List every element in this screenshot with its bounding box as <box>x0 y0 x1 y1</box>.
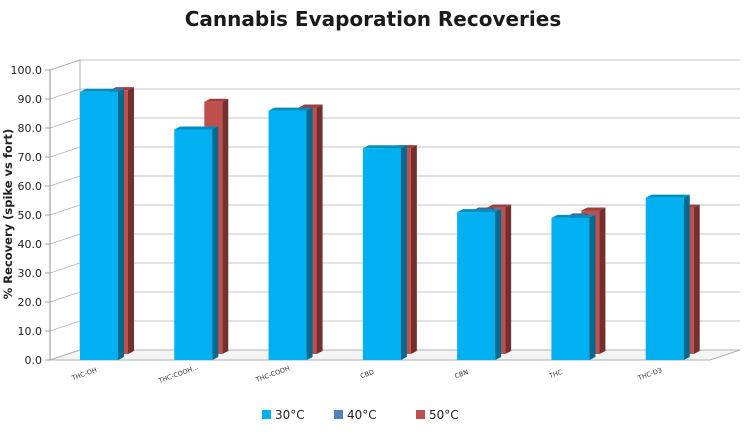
y-axis-ticks: 0.0 10.0 20.0 30.0 40.0 50.0 60.0 70.0 80.0 90.0 1… <box>11 64 43 367</box>
y-tick-label: 20.0 <box>18 296 43 309</box>
gridline <box>49 117 740 129</box>
x-tick-label: THC <box>547 368 564 381</box>
y-tick-label: 10.0 <box>18 325 43 338</box>
y-tick-label: 50.0 <box>18 209 43 222</box>
bar-30°C-THC-COOH <box>268 107 313 360</box>
x-axis-ticks: THC-OH THC-COOH… THC-COOH CBD CBN THC THC-D3 <box>70 363 663 385</box>
y-tick-label: 80.0 <box>18 122 43 135</box>
chart-title: Cannabis Evaporation Recoveries <box>185 7 562 31</box>
y-tick-label: 30.0 <box>18 267 43 280</box>
legend: 30°C 40°C 50°C <box>262 408 459 422</box>
bar-30°C-CBN <box>457 209 502 360</box>
bar-30°C-THC-D3 <box>645 194 690 360</box>
y-tick-label: 90.0 <box>18 93 43 106</box>
y-tick-label: 0.0 <box>25 354 43 367</box>
y-tick-label: 40.0 <box>18 238 43 251</box>
gridline <box>49 88 740 100</box>
bar-30°C-THC-OH <box>80 88 124 360</box>
bars <box>80 87 700 360</box>
y-axis-label: % Recovery (spike vs fort) <box>1 129 15 299</box>
y-tick-label: 100.0 <box>11 64 43 77</box>
legend-item-30°C: 30°C <box>262 408 305 422</box>
y-tick-label: 70.0 <box>18 151 43 164</box>
x-tick-label: THC-D3 <box>636 366 663 382</box>
x-tick-label: CBD <box>359 368 375 380</box>
bar-30°C-THC <box>551 214 596 360</box>
x-tick-label: THC-OH <box>70 366 98 383</box>
y-tick-label: 60.0 <box>18 180 43 193</box>
gridline <box>49 59 740 71</box>
legend-item-50°C: 50°C <box>416 408 459 422</box>
bar-30°C-THC-COOH… <box>174 126 219 360</box>
x-tick-label: THC-COOH <box>254 364 291 384</box>
x-tick-label: THC-COOH… <box>157 363 200 385</box>
svg-text:40°C: 40°C <box>347 408 377 422</box>
legend-item-40°C: 40°C <box>334 408 377 422</box>
svg-text:30°C: 30°C <box>275 408 305 422</box>
svg-text:50°C: 50°C <box>429 408 459 422</box>
x-tick-label: CBN <box>454 368 470 380</box>
bar-30°C-CBD <box>362 145 407 360</box>
